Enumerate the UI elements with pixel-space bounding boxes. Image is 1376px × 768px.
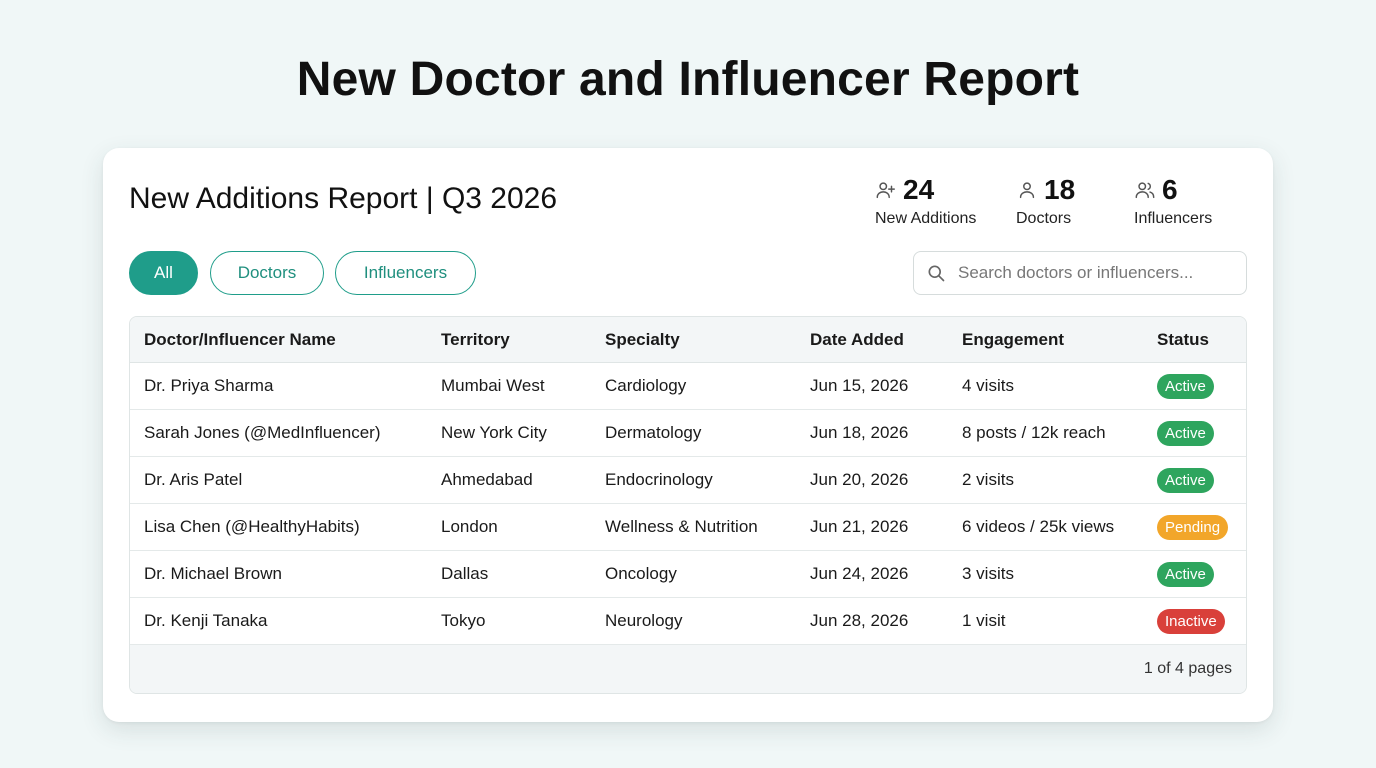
cell-date-added: Jun 18, 2026	[796, 409, 948, 457]
search-input[interactable]	[956, 262, 1230, 284]
column-header-engagement[interactable]: Engagement	[948, 317, 1143, 363]
cell-specialty: Neurology	[591, 597, 796, 645]
search-box[interactable]	[913, 251, 1247, 295]
cell-name: Dr. Aris Patel	[130, 456, 427, 504]
cell-status: Inactive	[1143, 597, 1246, 645]
status-badge: Active	[1157, 561, 1214, 587]
additions-table: Doctor/Influencer Name Territory Special…	[129, 316, 1247, 694]
filter-influencers-button[interactable]: Influencers	[335, 251, 476, 295]
stat-label: New Additions	[875, 210, 977, 227]
page-title: New Doctor and Influencer Report	[296, 53, 1080, 106]
stat-influencers: 6 Influencers	[1134, 172, 1212, 228]
table-row[interactable]: Dr. Aris Patel Ahmedabad Endocrinology Jun …	[130, 456, 1246, 504]
cell-name: Dr. Priya Sharma	[130, 362, 427, 410]
cell-engagement: 3 visits	[948, 550, 1143, 598]
cell-name: Dr. Kenji Tanaka	[130, 597, 427, 645]
cell-territory: New York City	[427, 409, 591, 457]
cell-specialty: Cardiology	[591, 362, 796, 410]
table-row[interactable]: Dr. Kenji Tanaka Tokyo Neurology Jun 28, 20…	[130, 597, 1246, 645]
stat-doctors: 18 Doctors	[1016, 172, 1075, 228]
cell-engagement: 8 posts / 12k reach	[948, 409, 1143, 457]
cell-status: Active	[1143, 550, 1246, 598]
status-badge: Active	[1157, 420, 1214, 446]
filter-all-button[interactable]: All	[129, 251, 198, 295]
column-header-specialty[interactable]: Specialty	[591, 317, 796, 363]
cell-specialty: Wellness & Nutrition	[591, 503, 796, 551]
cell-specialty: Oncology	[591, 550, 796, 598]
user-icon	[1019, 182, 1035, 199]
stat-value: 6	[1162, 174, 1178, 205]
column-header-name[interactable]: Doctor/Influencer Name	[130, 317, 427, 363]
cell-engagement: 2 visits	[948, 456, 1143, 504]
table-row[interactable]: Dr. Priya Sharma Mumbai West Cardiology Jun…	[130, 362, 1246, 410]
cell-name: Lisa Chen (@HealthyHabits)	[130, 503, 427, 551]
stat-label: Influencers	[1134, 210, 1213, 227]
cell-status: Active	[1143, 456, 1246, 504]
table-footer: 1 of 4 pages	[130, 645, 1246, 693]
cell-specialty: Endocrinology	[591, 456, 796, 504]
cell-territory: Dallas	[427, 550, 591, 598]
stat-value: 18	[1044, 174, 1076, 205]
status-badge: Inactive	[1157, 608, 1225, 634]
cell-date-added: Jun 24, 2026	[796, 550, 948, 598]
cell-date-added: Jun 20, 2026	[796, 456, 948, 504]
cell-name: Dr. Michael Brown	[130, 550, 427, 598]
cell-status: Active	[1143, 362, 1246, 410]
table-header-row: Doctor/Influencer Name Territory Special…	[130, 317, 1246, 363]
cell-territory: Mumbai West	[427, 362, 591, 410]
table-row[interactable]: Lisa Chen (@HealthyHabits) London Wellness…	[130, 503, 1246, 551]
cell-status: Pending	[1143, 503, 1246, 551]
cell-territory: Tokyo	[427, 597, 591, 645]
report-title: New Additions Report | Q3 2026	[129, 182, 558, 215]
cell-specialty: Dermatology	[591, 409, 796, 457]
stat-value: 24	[903, 174, 935, 205]
column-header-date-added[interactable]: Date Added	[796, 317, 948, 363]
status-badge: Active	[1157, 373, 1214, 399]
cell-engagement: 1 visit	[948, 597, 1143, 645]
cell-date-added: Jun 15, 2026	[796, 362, 948, 410]
stat-label: Doctors	[1016, 210, 1072, 227]
cell-engagement: 6 videos / 25k views	[948, 503, 1143, 551]
report-card: New Additions Report | Q3 2026 24 New Ad…	[103, 148, 1273, 722]
status-badge: Active	[1157, 467, 1214, 493]
users-icon	[1135, 182, 1155, 199]
table-row[interactable]: Sarah Jones (@MedInfluencer) New York Cit…	[130, 409, 1246, 457]
cell-territory: London	[427, 503, 591, 551]
cell-date-added: Jun 28, 2026	[796, 597, 948, 645]
table-row[interactable]: Dr. Michael Brown Dallas Oncology Jun 24, 2…	[130, 550, 1246, 598]
status-badge: Pending	[1157, 514, 1229, 540]
cell-territory: Ahmedabad	[427, 456, 591, 504]
cell-status: Active	[1143, 409, 1246, 457]
filter-doctors-button[interactable]: Doctors	[210, 251, 324, 295]
column-header-territory[interactable]: Territory	[427, 317, 591, 363]
pagination-text: 1 of 4 pages	[1143, 660, 1232, 677]
cell-date-added: Jun 21, 2026	[796, 503, 948, 551]
column-header-status[interactable]: Status	[1143, 317, 1246, 363]
user-plus-icon	[876, 182, 895, 199]
cell-engagement: 4 visits	[948, 362, 1143, 410]
search-icon	[928, 265, 945, 282]
cell-name: Sarah Jones (@MedInfluencer)	[130, 409, 427, 457]
stat-new-additions: 24 New Additions	[875, 172, 976, 228]
